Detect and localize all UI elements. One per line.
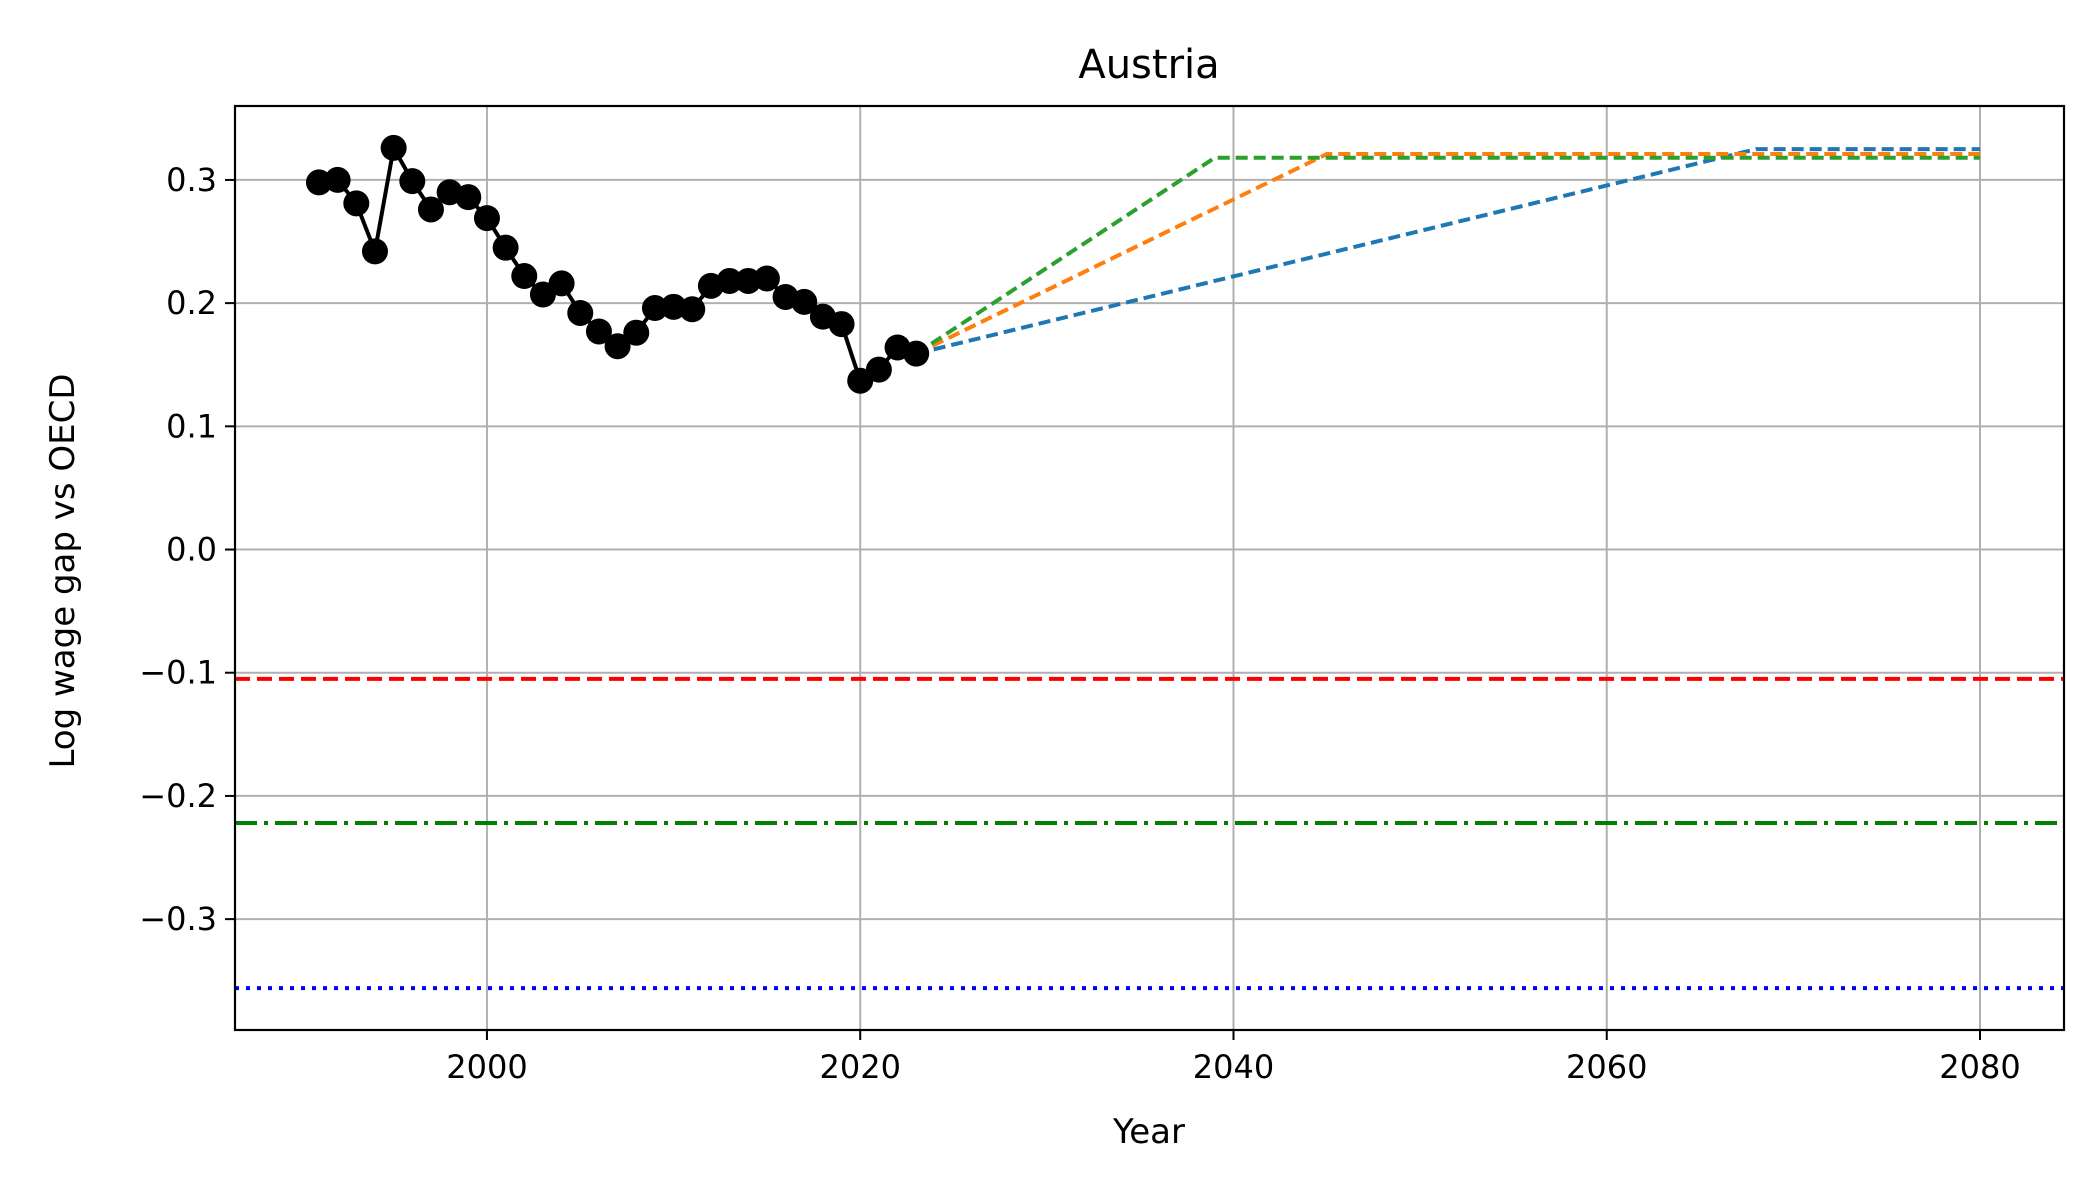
history-point bbox=[417, 196, 444, 223]
y-tick-label: −0.3 bbox=[139, 900, 217, 938]
history-point bbox=[473, 205, 500, 232]
history-point bbox=[753, 265, 780, 292]
history-point bbox=[361, 238, 388, 265]
grid bbox=[235, 106, 2064, 1030]
y-tick-label: −0.2 bbox=[139, 777, 217, 815]
history-point bbox=[716, 267, 743, 294]
y-axis-label: Log wage gap vs OECD bbox=[43, 373, 83, 768]
history-point bbox=[380, 134, 407, 161]
history-point bbox=[343, 190, 370, 217]
history-point bbox=[641, 295, 668, 322]
y-tick-label: 0.1 bbox=[166, 407, 217, 445]
y-tick-label: 0.3 bbox=[166, 161, 217, 199]
x-axis-label: Year bbox=[1112, 1112, 1185, 1152]
history-point bbox=[865, 356, 892, 383]
history-point bbox=[399, 168, 426, 195]
x-tick-label: 2040 bbox=[1193, 1048, 1274, 1086]
history-point bbox=[903, 340, 930, 367]
y-tick-label: −0.1 bbox=[139, 654, 217, 692]
y-tick-label: 0.2 bbox=[166, 284, 217, 322]
history-point bbox=[567, 299, 594, 326]
scenario-series bbox=[915, 147, 1981, 356]
history-point bbox=[511, 263, 538, 290]
history-point bbox=[791, 288, 818, 315]
history-point bbox=[604, 333, 631, 360]
reference-lines bbox=[235, 676, 2064, 991]
x-tick-label: 2080 bbox=[1939, 1048, 2020, 1086]
history-point bbox=[623, 319, 650, 346]
plot-frame bbox=[233, 104, 2066, 1032]
history-point bbox=[828, 311, 855, 338]
y-axis-ticks: −0.3 −0.2 −0.1 0.0 0.1 0.2 0.3 bbox=[139, 161, 235, 938]
history-point bbox=[324, 166, 351, 193]
chart-title: Austria bbox=[1078, 42, 1219, 88]
history-series bbox=[305, 134, 930, 394]
history-point bbox=[679, 296, 706, 323]
history-point bbox=[455, 184, 482, 211]
x-tick-label: 2000 bbox=[446, 1048, 527, 1086]
x-tick-label: 2060 bbox=[1566, 1048, 1647, 1086]
history-point bbox=[585, 318, 612, 345]
history-point bbox=[548, 270, 575, 297]
scenario-line bbox=[915, 155, 1981, 356]
scenario-line bbox=[915, 147, 1981, 356]
history-point bbox=[492, 234, 519, 261]
x-axis-ticks: 2000 2020 2040 2060 2080 bbox=[446, 1030, 2021, 1086]
y-tick-label: 0.0 bbox=[166, 531, 217, 569]
scenario-line bbox=[915, 152, 1981, 356]
x-tick-label: 2020 bbox=[820, 1048, 901, 1086]
